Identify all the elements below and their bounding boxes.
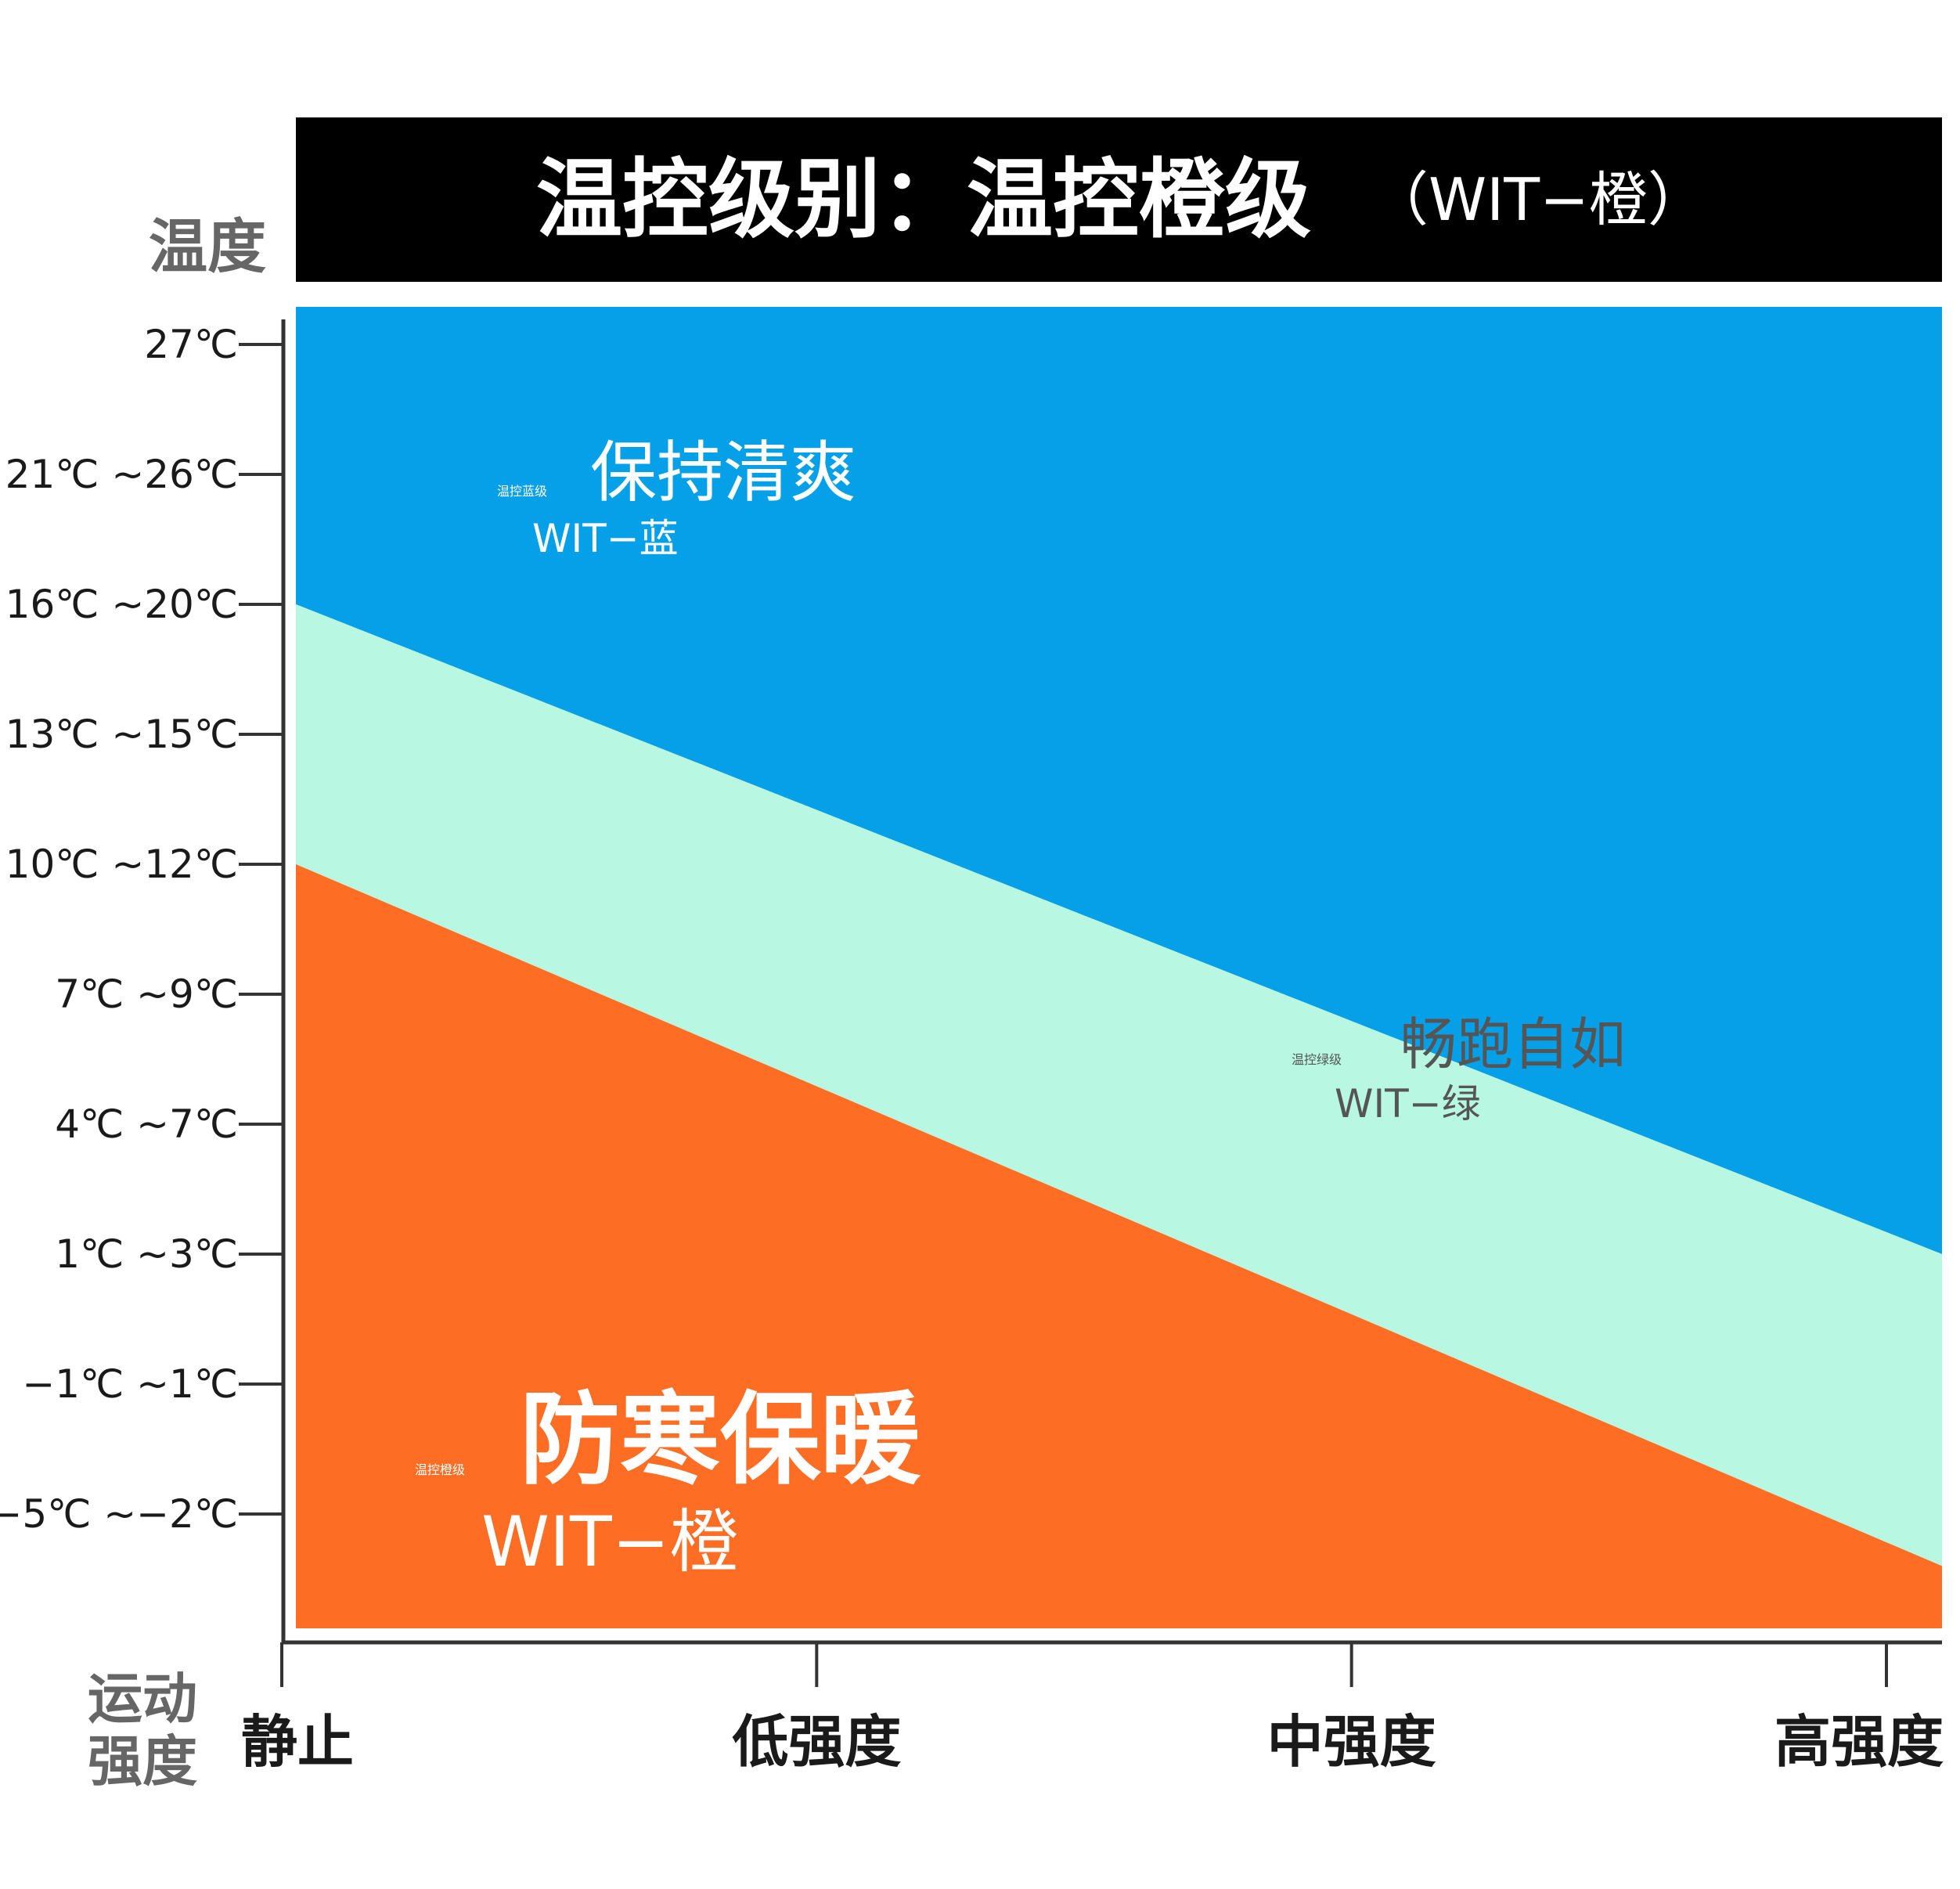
chart-subtitle: （WIT−橙） (1370, 165, 1706, 234)
y-axis-title: 温度 (149, 212, 267, 281)
x-axis-title: 运动强度 (88, 1667, 197, 1793)
band-code-orange: WIT−橙 (481, 1501, 739, 1582)
y-tick-label: 21℃ ~26℃ (5, 452, 238, 497)
title-bar (296, 117, 1942, 282)
y-tick-label: −1℃ ~1℃ (22, 1361, 238, 1407)
y-tick-label: 4℃ ~7℃ (55, 1101, 238, 1147)
band-area-blue (296, 307, 1942, 1254)
y-tick-label: 7℃ ~9℃ (55, 972, 238, 1017)
x-tick-label: 静止 (240, 1709, 355, 1775)
band-label-green: 温控绿级 畅跑自如 WIT−绿 (1292, 998, 1626, 1127)
band-area-green (296, 604, 1942, 1566)
band-code-blue: WIT−蓝 (532, 516, 679, 561)
band-slogan-orange: 防寒保暖 (520, 1382, 921, 1498)
band-name-blue: 温控蓝级 (497, 484, 548, 499)
y-tick-label: −5℃ ~−2℃ (0, 1491, 238, 1537)
x-tick-label: 高强度 (1774, 1709, 1944, 1775)
band-name-orange: 温控橙级 (415, 1462, 466, 1477)
chart-title: 温控级别：温控橙级 (536, 150, 1311, 250)
y-tick-label: 16℃ ~20℃ (5, 582, 238, 627)
y-tick-label: 13℃ ~15℃ (5, 712, 238, 757)
band-label-blue: 温控蓝级 保持清爽 WIT−蓝 (497, 419, 856, 562)
y-tick-label: 27℃ (144, 322, 238, 367)
y-tick-label: 1℃ ~3℃ (55, 1231, 238, 1277)
band-slogan-blue: 保持清爽 (590, 434, 857, 512)
band-label-orange: 温控橙级 防寒保暖 WIT−橙 (415, 1358, 921, 1581)
band-name-green: 温控绿级 (1292, 1052, 1342, 1067)
y-tick-label: 10℃ ~12℃ (5, 842, 238, 887)
band-area-orange (296, 864, 1942, 1628)
band-slogan-green: 畅跑自如 (1400, 1011, 1627, 1077)
x-tick-label: 中强度 (1266, 1709, 1436, 1775)
x-tick-label: 低强度 (732, 1709, 902, 1775)
band-code-green: WIT−绿 (1335, 1081, 1481, 1127)
